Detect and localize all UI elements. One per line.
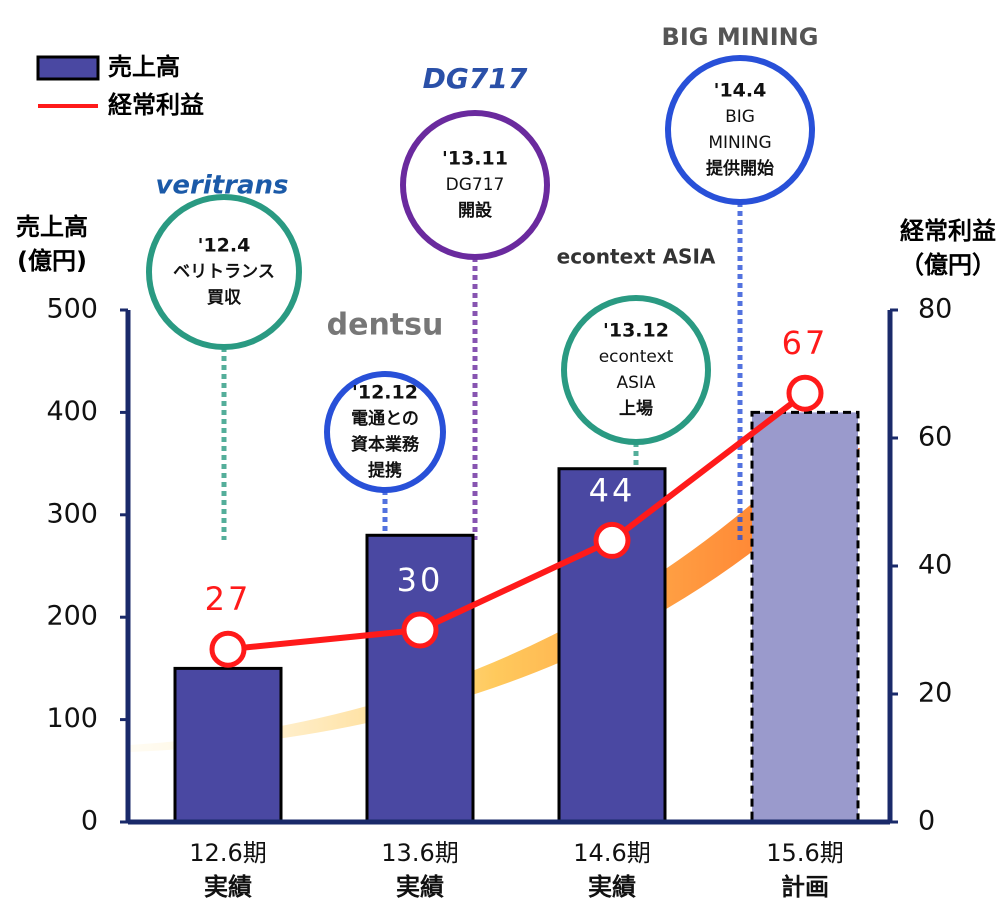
- y2-tick-label: 0: [918, 806, 935, 837]
- annotation-text: 資本業務: [351, 434, 420, 455]
- line-point: [401, 611, 439, 649]
- x-tick-label: 実績: [204, 873, 252, 901]
- annotation-circle: [324, 371, 446, 493]
- annotation-circle: [665, 55, 815, 205]
- data-label: 30: [397, 561, 444, 599]
- x-tick-label: 実績: [588, 873, 636, 901]
- line-point: [593, 521, 631, 559]
- logo-text: econtext ASIA: [557, 245, 716, 269]
- y-tick-label: 100: [46, 703, 98, 734]
- annotation-text: 上場: [619, 399, 653, 419]
- y-tick-label: 500: [46, 294, 98, 325]
- annotation-text: DG717: [446, 175, 505, 195]
- y2-axis-title: （億円）: [900, 251, 996, 279]
- line-point: [786, 374, 824, 412]
- y2-tick-label: 40: [918, 550, 952, 581]
- annotation-circle: [146, 194, 302, 350]
- y-tick-label: 400: [46, 396, 98, 427]
- annotation-text: '13.12: [603, 320, 669, 342]
- annotation-text: 開設: [458, 200, 493, 221]
- line: [227, 390, 807, 653]
- x-tick-label: 13.6期: [381, 839, 458, 867]
- logo-text: BIG MINING: [662, 23, 819, 51]
- annotation-text: 電通との: [351, 409, 419, 429]
- line-point: [209, 630, 247, 668]
- annotation-text: '13.11: [442, 148, 508, 170]
- logo-text: DG717: [423, 62, 528, 95]
- y2-tick-label: 60: [918, 422, 952, 453]
- y2-tick-label: 80: [918, 294, 952, 325]
- x-tick-label: 計画: [781, 873, 829, 901]
- y-tick-label: 0: [81, 806, 98, 837]
- data-label: 67: [782, 324, 829, 362]
- bar: [557, 467, 667, 824]
- annotation-text: ASIA: [616, 373, 655, 393]
- annotation-text: '12.12: [352, 382, 418, 404]
- bar: [173, 666, 283, 824]
- x-tick-label: 15.6期: [766, 839, 843, 867]
- annotation-circle: [561, 295, 711, 445]
- logo-text: veritrans: [155, 171, 288, 201]
- y-axis-title: (億円): [17, 247, 87, 275]
- x-tick-label: 実績: [396, 873, 444, 901]
- x-tick-label: 14.6期: [573, 839, 650, 867]
- legend-label: 売上高: [108, 53, 180, 81]
- annotation-text: 提供開始: [706, 158, 774, 179]
- annotation-circle: [400, 110, 550, 260]
- bar: [750, 410, 860, 824]
- logo-text: dentsu: [327, 308, 444, 343]
- annotation-text: 買収: [207, 288, 242, 308]
- annotation-text: 提携: [368, 460, 402, 481]
- y-axis-title: 売上高: [16, 213, 88, 241]
- y2-axis-title: 経常利益: [900, 217, 996, 245]
- x-tick-label: 12.6期: [189, 839, 266, 867]
- annotation-text: econtext: [599, 347, 674, 367]
- legend-label: 経常利益: [108, 91, 204, 119]
- bar: [365, 533, 475, 824]
- y-tick-label: 200: [46, 601, 98, 632]
- annotation-text: MINING: [708, 133, 771, 153]
- annotation-text: '12.4: [198, 235, 251, 257]
- data-label: 44: [589, 471, 636, 509]
- y2-tick-label: 20: [918, 678, 952, 709]
- annotation-text: ベリトランス: [173, 262, 275, 282]
- data-label: 27: [205, 580, 252, 618]
- annotation-text: BIG: [725, 107, 755, 127]
- legend-swatch-bar: [36, 55, 100, 81]
- annotation-text: '14.4: [714, 80, 767, 102]
- y-tick-label: 300: [46, 498, 98, 529]
